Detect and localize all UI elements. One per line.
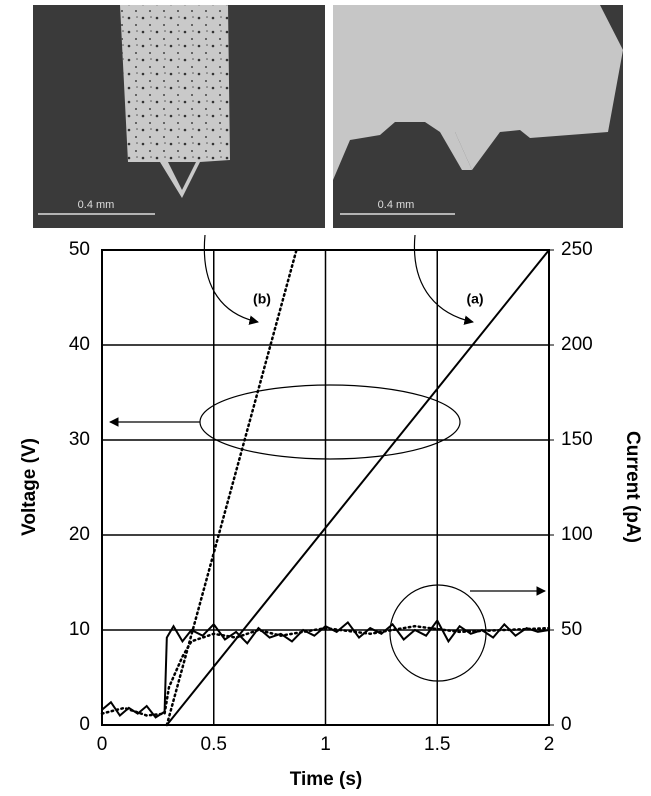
annotation: (b) [253, 291, 271, 307]
y-tick-label: 10 [69, 619, 90, 640]
plot: 0 0.5 1 1.5 201020304050050100150200250(a)(b… [69, 239, 593, 755]
y2-tick-label: 0 [561, 714, 572, 735]
y-tick-label: 0 [79, 714, 90, 735]
annotation: (a) [466, 291, 483, 307]
y2-tick-label: 50 [561, 619, 582, 640]
callouts [109, 234, 546, 682]
series-line [100, 624, 551, 717]
scale-label: 0.4 mm [78, 199, 115, 211]
y2-tick-label: 250 [561, 239, 593, 260]
series-line [166, 249, 550, 726]
y-tick-label: 30 [69, 429, 90, 450]
y-tick-label: 50 [69, 239, 90, 260]
x-tick-label: 0 [97, 734, 108, 755]
x-axis-label: Time (s) [290, 769, 363, 790]
x-tick-label: 2 [544, 734, 555, 755]
x-tick-label: 1 [320, 734, 331, 755]
photo-right: 0.4 mm [333, 5, 623, 228]
x-tick-label: 1.5 [424, 734, 450, 755]
y2-axis-label: Current (pA) [622, 431, 643, 543]
y-tick-label: 20 [69, 524, 90, 545]
scale-label: 0.4 mm [378, 199, 415, 211]
x-tick-label: 0.5 [201, 734, 227, 755]
series-line [165, 248, 298, 727]
photo-left: 0.4 mm [33, 5, 325, 228]
y-axis-label: Voltage (V) [19, 438, 40, 536]
y2-tick-label: 200 [561, 334, 593, 355]
y2-tick-label: 150 [561, 429, 593, 450]
y-tick-label: 40 [69, 334, 90, 355]
y2-tick-label: 100 [561, 524, 593, 545]
